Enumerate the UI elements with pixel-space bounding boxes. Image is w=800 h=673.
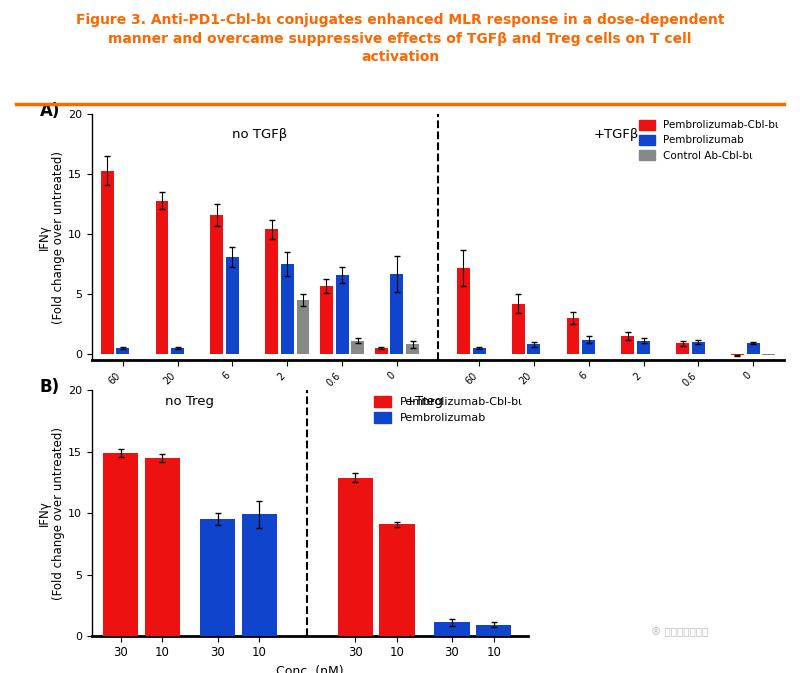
Bar (434, 623, 470, 636)
Bar (281, 264, 294, 354)
Text: ® 雪球：医药魔方: ® 雪球：医药魔方 (651, 628, 709, 637)
Bar (746, 343, 759, 354)
Text: A): A) (40, 102, 61, 120)
Bar (351, 341, 364, 354)
Bar (103, 453, 138, 636)
Bar (320, 286, 333, 354)
Bar (676, 343, 689, 354)
X-axis label: Conc. (nM): Conc. (nM) (276, 665, 344, 673)
Text: no TGFβ: no TGFβ (232, 129, 287, 141)
Text: Figure 3. Anti-PD1-Cbl-bι conjugates enhanced MLR response in a dose-dependent
m: Figure 3. Anti-PD1-Cbl-bι conjugates enh… (76, 13, 724, 64)
Bar (473, 348, 486, 354)
Bar (622, 336, 634, 354)
Bar (566, 318, 579, 354)
Text: +Treg: +Treg (405, 395, 444, 408)
Bar (265, 229, 278, 354)
Bar (637, 341, 650, 354)
Text: +TGFβ: +TGFβ (594, 129, 638, 141)
Bar (338, 478, 373, 636)
Bar (390, 274, 403, 354)
Y-axis label: IFNγ
(Fold change over untreated): IFNγ (Fold change over untreated) (38, 151, 66, 324)
Bar (155, 201, 168, 354)
Bar (692, 342, 705, 354)
Bar (226, 257, 239, 354)
Text: no Treg: no Treg (166, 395, 214, 408)
Bar (101, 171, 114, 354)
Bar (242, 514, 277, 636)
Bar (374, 348, 387, 354)
Bar (297, 300, 310, 354)
Bar (200, 520, 235, 636)
Bar (582, 340, 595, 354)
Bar (379, 524, 414, 636)
Bar (145, 458, 180, 636)
Bar (527, 345, 540, 354)
Bar (731, 354, 744, 355)
Bar (210, 215, 223, 354)
Bar (117, 348, 130, 354)
Text: B): B) (40, 378, 60, 396)
Bar (457, 268, 470, 354)
Legend: Pembrolizumab-Cbl-bι, Pembrolizumab: Pembrolizumab-Cbl-bι, Pembrolizumab (374, 396, 522, 423)
Bar (171, 348, 184, 354)
Bar (476, 625, 511, 636)
Bar (336, 275, 349, 354)
Bar (512, 304, 525, 354)
X-axis label: Conc. (nM): Conc. (nM) (404, 394, 472, 407)
Bar (406, 345, 419, 354)
Y-axis label: IFNγ
(Fold change over untreated): IFNγ (Fold change over untreated) (38, 427, 66, 600)
Legend: Pembrolizumab-Cbl-bι, Pembrolizumab, Control Ab-Cbl-bι: Pembrolizumab-Cbl-bι, Pembrolizumab, Con… (639, 120, 778, 161)
